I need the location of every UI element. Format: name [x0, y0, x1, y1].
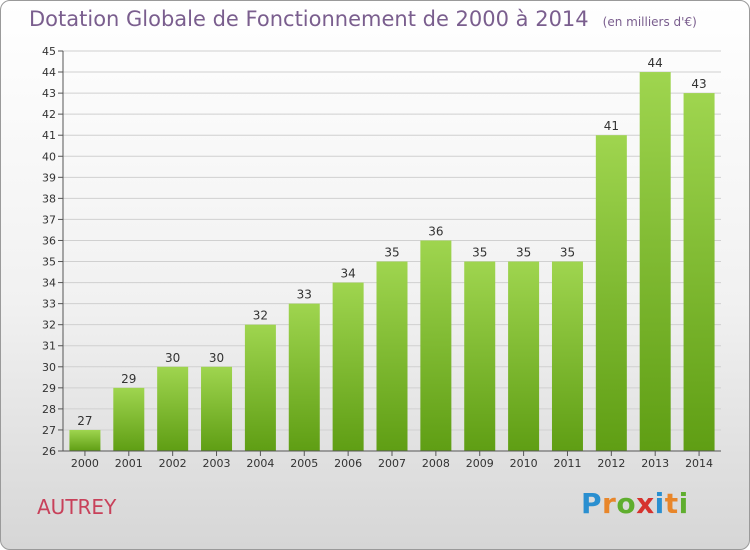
bar-value-label: 33 [297, 288, 312, 302]
bar-value-label: 44 [648, 56, 663, 70]
y-tick-label: 33 [42, 298, 56, 311]
x-tick-label: 2002 [159, 457, 187, 470]
x-tick-label: 2003 [203, 457, 231, 470]
bar [376, 261, 408, 451]
bar [639, 72, 671, 451]
y-axis-ticks: 26 27 28 29 30 31 32 33 34 35 36 37 38 39 40 41 42 43 44 45 [42, 45, 63, 458]
y-tick-label: 32 [42, 319, 56, 332]
bar-value-label: 35 [384, 246, 399, 260]
x-tick-label: 2012 [597, 457, 625, 470]
bar-value-label: 27 [77, 414, 92, 428]
y-tick-label: 30 [42, 361, 56, 374]
y-tick-label: 36 [42, 234, 56, 247]
y-tick-label: 31 [42, 340, 56, 353]
x-tick-label: 2001 [115, 457, 143, 470]
bar [332, 282, 364, 451]
chart-unit-label: (en milliers d'€) [602, 15, 697, 29]
bar-value-label: 34 [340, 267, 355, 281]
x-tick-label: 2009 [466, 457, 494, 470]
logo-letter: i [678, 487, 689, 520]
bar [113, 387, 145, 451]
bar [201, 366, 233, 451]
bar [420, 240, 452, 451]
bars: 27 29 30 30 32 33 34 35 36 35 35 35 41 44 43 [69, 56, 715, 452]
commune-name: AUTREY [37, 495, 117, 519]
y-tick-label: 45 [42, 45, 56, 58]
chart-title: Dotation Globale de Fonctionnement de 20… [29, 7, 589, 31]
chart-title-row: Dotation Globale de Fonctionnement de 20… [29, 7, 697, 31]
y-tick-label: 37 [42, 213, 56, 226]
x-tick-label: 2010 [510, 457, 538, 470]
y-tick-label: 42 [42, 108, 56, 121]
logo-letter: t [664, 487, 679, 520]
bar [157, 366, 189, 451]
bar-value-label: 30 [209, 351, 224, 365]
bar-value-label: 36 [428, 224, 443, 238]
bar-value-label: 41 [604, 119, 619, 133]
y-tick-label: 34 [42, 277, 56, 290]
y-tick-label: 29 [42, 382, 56, 395]
bar-value-label: 35 [516, 246, 531, 260]
x-axis-ticks: 2000 2001 2002 2003 2004 2005 2006 2007 2008 2009… [71, 451, 713, 470]
bar-value-label: 29 [121, 372, 136, 386]
bar [288, 303, 320, 451]
bar-value-label: 35 [472, 246, 487, 260]
bar-value-label: 32 [253, 309, 268, 323]
y-tick-label: 26 [42, 445, 56, 458]
bar [595, 135, 627, 452]
x-tick-label: 2004 [246, 457, 274, 470]
logo-letter: i [654, 487, 665, 520]
y-tick-label: 41 [42, 129, 56, 142]
logo-letter: P [581, 487, 603, 520]
logo-letter: o [616, 487, 637, 520]
x-tick-label: 2007 [378, 457, 406, 470]
x-tick-label: 2000 [71, 457, 99, 470]
logo-letter: x [636, 487, 655, 520]
x-tick-label: 2005 [290, 457, 318, 470]
y-tick-label: 35 [42, 256, 56, 269]
bar [551, 261, 583, 451]
y-tick-label: 27 [42, 424, 56, 437]
bar [683, 93, 715, 452]
axes [62, 51, 721, 452]
bar [464, 261, 496, 451]
x-tick-label: 2011 [553, 457, 581, 470]
bar-value-label: 43 [691, 77, 706, 91]
bar [69, 429, 101, 451]
y-tick-label: 43 [42, 87, 56, 100]
bar [244, 324, 276, 451]
bar-value-label: 35 [560, 246, 575, 260]
bar-value-label: 30 [165, 351, 180, 365]
y-tick-label: 38 [42, 192, 56, 205]
x-tick-label: 2006 [334, 457, 362, 470]
y-tick-label: 40 [42, 150, 56, 163]
x-tick-label: 2008 [422, 457, 450, 470]
y-tick-label: 28 [42, 403, 56, 416]
y-tick-label: 44 [42, 66, 56, 79]
y-tick-label: 39 [42, 171, 56, 184]
logo-letter: r [602, 487, 617, 520]
proxiti-logo: Proxiti [581, 487, 689, 520]
x-tick-label: 2014 [685, 457, 713, 470]
bar [508, 261, 540, 451]
x-tick-label: 2013 [641, 457, 669, 470]
